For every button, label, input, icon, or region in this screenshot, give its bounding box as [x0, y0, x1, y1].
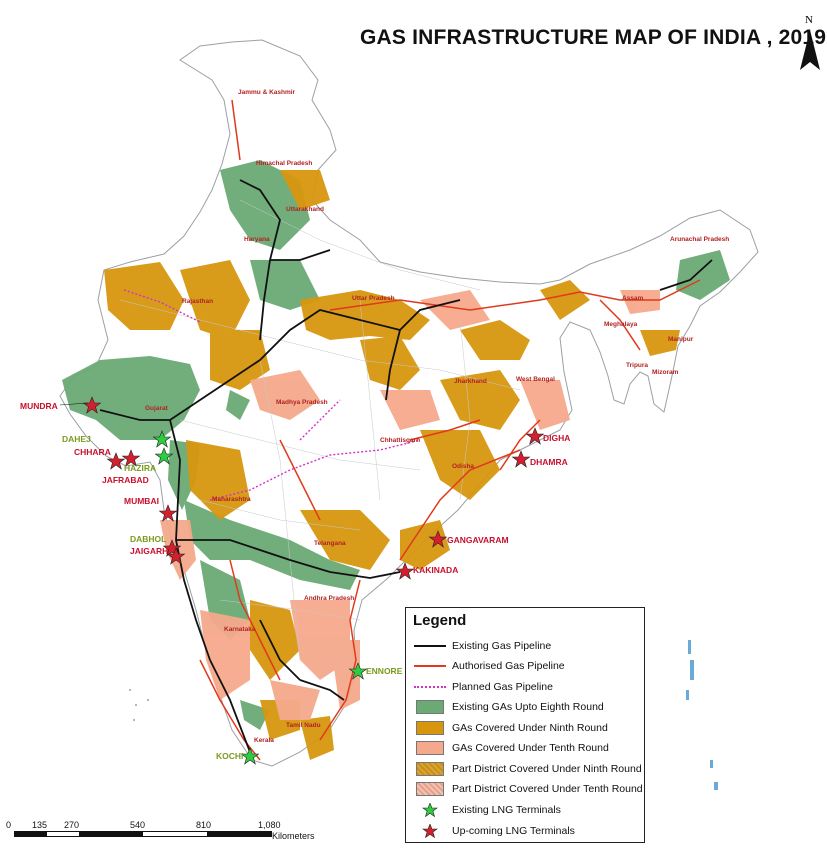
upcoming-lng-terminals — [82, 396, 545, 580]
terminal-label-jafrabad: JAFRABAD — [102, 475, 149, 485]
lng-star-chhara — [106, 452, 126, 470]
state-label-kerala: Kerala — [254, 737, 274, 744]
lng-star-hazira — [154, 447, 174, 465]
state-label-odisha: Odisha — [452, 463, 475, 470]
terminal-label-mundra: MUNDRA — [20, 401, 58, 411]
existing-lng-terminals — [152, 430, 368, 765]
tenth-round-areas — [160, 290, 660, 720]
legend-item-planned-pipeline: Planned Gas Pipeline — [414, 678, 644, 696]
map-title: GAS INFRASTRUCTURE MAP OF INDIA , 2019 — [360, 26, 827, 49]
scale-bar: 0 135 270 540 810 1,080 Kilometers — [4, 820, 324, 848]
state-label-mp: Madhya Pradesh — [276, 399, 328, 406]
lng-star-jafrabad — [121, 449, 141, 467]
terminal-label-hazira: HAZIRA — [124, 463, 157, 473]
state-label-jk: Jammu & Kashmir — [238, 89, 296, 96]
state-label-meghalaya: Meghalaya — [604, 321, 638, 328]
terminal-label-gangavaram: GANGAVARAM — [447, 535, 509, 545]
state-label-wb: West Bengal — [516, 376, 555, 383]
scale-unit: Kilometers — [272, 831, 315, 841]
state-label-jharkhand: Jharkhand — [454, 378, 487, 385]
terminal-label-chhara: CHHARA — [74, 447, 111, 457]
state-label-maharashtra: Maharashtra — [212, 496, 251, 503]
ninth-round-areas — [104, 170, 680, 760]
scale-tick-540: 540 — [130, 820, 146, 830]
scale-tick-135: 135 — [32, 820, 48, 830]
state-label-karnataka: Karnataka — [224, 626, 256, 633]
terminal-label-kochi: KOCHI — [216, 751, 244, 761]
legend-item-authorised-pipeline: Authorised Gas Pipeline — [414, 657, 644, 675]
mundra-leader-line — [59, 402, 89, 406]
lng-star-kakinada — [395, 562, 415, 580]
state-label-hp: Himachal Pradesh — [256, 160, 313, 167]
state-label-ap: Andhra Pradesh — [304, 595, 355, 602]
existing-pipelines — [99, 179, 713, 753]
legend-item-part-tenth: Part District Covered Under Tenth Round — [414, 780, 644, 798]
terminal-label-dahej: DAHEJ — [62, 434, 91, 444]
lng-star-kochi — [240, 747, 260, 765]
scale-tick-810: 810 — [196, 820, 212, 830]
terminal-label-jaigarh: JAIGARH — [130, 546, 169, 556]
terminal-label-dabhol: DABHOL — [130, 534, 167, 544]
state-label-uk: Uttarakhand — [286, 206, 324, 213]
legend-item-tenth-round: GAs Covered Under Tenth Round — [414, 739, 644, 757]
green-star-icon — [422, 802, 438, 818]
state-label-haryana: Haryana — [244, 236, 270, 243]
andaman-islands — [686, 640, 718, 790]
lng-star-digha — [525, 427, 545, 445]
scale-tick-270: 270 — [64, 820, 80, 830]
district-boundaries — [119, 199, 521, 661]
legend-item-existing-pipeline: Existing Gas Pipeline — [414, 637, 644, 655]
north-arrow-icon — [800, 30, 820, 70]
red-star-icon — [422, 823, 438, 839]
lng-star-jaigarh — [166, 547, 186, 565]
state-label-up: Uttar Pradesh — [352, 295, 395, 302]
state-label-telangana: Telangana — [314, 540, 346, 547]
north-label: N — [805, 14, 813, 26]
legend-item-part-ninth: Part District Covered Under Ninth Round — [414, 760, 644, 778]
authorised-pipelines — [199, 99, 701, 761]
state-label-tripura: Tripura — [626, 362, 649, 369]
state-label-tn: Tamil Nadu — [286, 722, 321, 729]
terminal-label-mumbai: MUMBAI — [124, 496, 159, 506]
lng-star-ennore — [348, 662, 368, 680]
lng-star-dabhol — [162, 539, 182, 557]
planned-pipelines — [123, 289, 421, 501]
legend-title: Legend — [413, 612, 467, 629]
state-label-rajasthan: Rajasthan — [182, 298, 214, 305]
terminal-label-kakinada: KAKINADA — [413, 565, 459, 575]
legend-item-existing-ga: Existing GAs Upto Eighth Round — [414, 698, 644, 716]
scale-tick-0: 0 — [6, 820, 12, 830]
scale-tick-1080: 1,080 — [258, 820, 281, 830]
legend-item-upcoming-lng: Up-coming LNG Terminals — [414, 822, 644, 840]
legend-item-ninth-round: GAs Covered Under Ninth Round — [414, 719, 644, 737]
legend-box: Legend Existing Gas Pipeline Authorised … — [405, 607, 645, 843]
state-label-gujarat: Gujarat — [145, 405, 168, 412]
state-label-chhattisgarh: Chhattisgarh — [380, 437, 421, 444]
state-label-arunachal: Arunachal Pradesh — [670, 236, 730, 243]
scale-bar-graphic — [14, 831, 272, 837]
lng-star-dhamra — [511, 450, 531, 468]
state-label-manipur: Manipur — [668, 336, 694, 343]
terminal-label-digha: DIGHA — [543, 433, 571, 443]
lng-star-mumbai — [158, 504, 178, 522]
lng-star-gangavaram — [428, 530, 448, 548]
state-label-mizoram: Mizoram — [652, 369, 679, 376]
lakshadweep-islands — [129, 689, 149, 721]
state-label-assam: Assam — [622, 295, 644, 302]
terminal-label-dhamra: DHAMRA — [530, 457, 568, 467]
lng-star-dahej — [152, 430, 172, 448]
legend-item-existing-lng: Existing LNG Terminals — [414, 801, 644, 819]
terminal-label-ennore: ENNORE — [366, 666, 403, 676]
